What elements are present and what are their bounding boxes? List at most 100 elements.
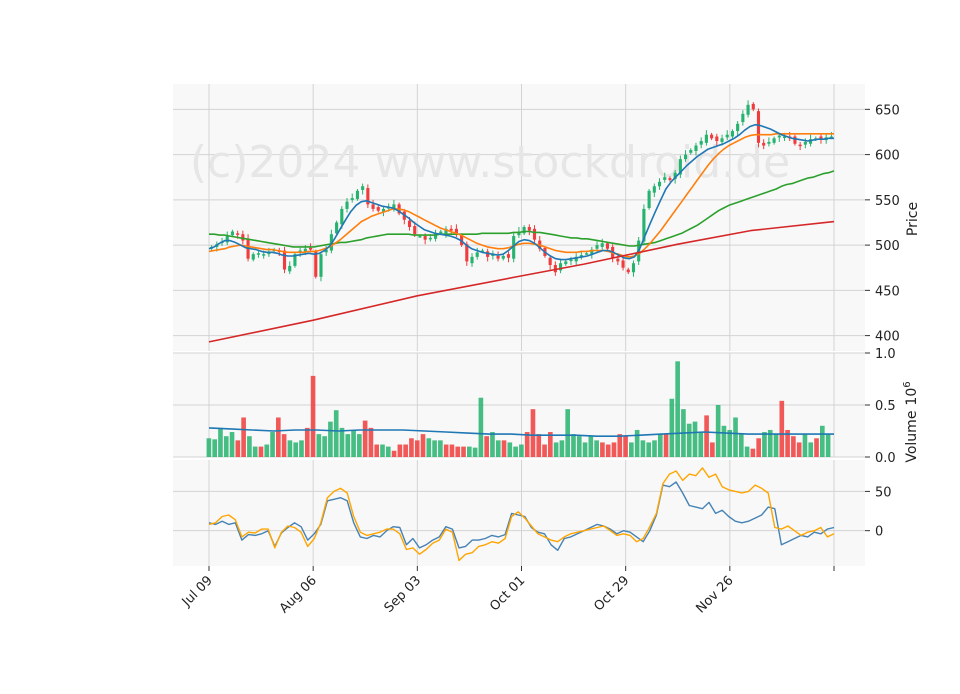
volume-bar	[767, 429, 773, 457]
candle-body	[730, 131, 734, 137]
volume-bar	[229, 432, 235, 457]
candle-body	[829, 136, 833, 138]
candle-body	[564, 261, 568, 265]
volume-bar	[814, 438, 819, 457]
candle-body	[439, 231, 443, 234]
volume-bar	[223, 436, 229, 457]
volume-bar	[611, 442, 617, 457]
x-tick-label: Jul 09	[179, 573, 216, 610]
volume-bar	[513, 446, 518, 457]
volume-bar	[791, 436, 796, 457]
volume-bar	[565, 409, 571, 457]
volume-bar	[426, 438, 432, 457]
candle-body	[772, 138, 776, 143]
volume-bar	[218, 427, 223, 457]
candle-body	[293, 254, 297, 266]
volume-bar	[380, 444, 385, 457]
volume-bar	[345, 434, 351, 457]
price-layer	[208, 100, 835, 343]
candle-body	[298, 250, 302, 253]
volume-bar	[686, 423, 692, 457]
volume-bar	[328, 421, 333, 457]
volume-tick-label: 0.0	[875, 451, 896, 466]
candle-body	[454, 228, 458, 235]
volume-bar	[600, 442, 605, 457]
volume-bar	[582, 442, 588, 457]
ma-short-line	[208, 123, 834, 261]
volume-bar	[403, 444, 408, 457]
price-panel	[173, 84, 865, 351]
volume-bar	[368, 427, 374, 457]
volume-bar	[779, 400, 785, 457]
candle-body	[819, 136, 823, 140]
volume-bar	[357, 434, 362, 457]
price-tick-label: 400	[875, 330, 900, 345]
candle-body	[506, 254, 511, 258]
volume-bar	[420, 434, 426, 457]
volume-bar	[721, 425, 727, 457]
volume-bar	[646, 442, 652, 457]
candle-body	[559, 263, 563, 271]
volume-bar	[588, 436, 594, 457]
candle-body	[647, 190, 651, 208]
volume-bar	[293, 442, 299, 457]
volume-bar	[490, 432, 495, 457]
volume-bar	[652, 440, 657, 457]
candle-body	[585, 253, 589, 255]
candle-body	[350, 198, 354, 200]
volume-bar	[351, 429, 356, 457]
volume-bar	[744, 446, 750, 457]
volume-bar	[698, 432, 704, 457]
candle-body	[746, 104, 750, 115]
price-tick-label: 550	[875, 194, 900, 209]
candle-body	[475, 252, 479, 257]
volume-bar	[484, 436, 489, 457]
candle-body	[694, 145, 698, 151]
volume-bar	[710, 442, 715, 457]
candle-body	[496, 255, 500, 259]
volume-bar	[738, 434, 744, 457]
candle-body	[512, 236, 516, 259]
candle-body	[652, 186, 656, 193]
volume-bar	[252, 446, 258, 457]
candle-body	[418, 236, 422, 238]
volume-bar	[258, 446, 264, 457]
volume-bar	[756, 438, 761, 457]
volume-axis-exponent: 6	[902, 381, 913, 387]
candle-body	[423, 236, 427, 240]
volume-bar	[553, 442, 559, 457]
x-tick-label: Oct 29	[591, 573, 632, 614]
volume-bar	[455, 446, 461, 457]
candle-body	[777, 135, 781, 138]
volume-bar	[571, 434, 576, 457]
volume-average-line	[208, 427, 834, 438]
candle-body	[256, 253, 261, 255]
candle-body	[241, 234, 245, 241]
candle-body	[621, 260, 625, 268]
candle-body	[361, 186, 365, 190]
volume-bar	[414, 440, 420, 457]
volume-axis-base: 10	[904, 388, 920, 406]
volume-bar	[629, 442, 634, 457]
candle-body	[595, 245, 599, 249]
volume-bar	[605, 444, 611, 457]
volume-bar	[374, 444, 380, 457]
volume-bar	[461, 446, 466, 457]
volume-bar	[438, 440, 443, 457]
candle-body	[756, 111, 761, 143]
volume-bar	[466, 446, 472, 457]
candle-body	[465, 244, 469, 262]
candle-body	[444, 228, 448, 234]
volume-bar	[733, 417, 738, 457]
volume-bar	[310, 375, 316, 457]
volume-bar	[715, 405, 721, 457]
candle-body	[579, 255, 583, 257]
candle-body	[407, 220, 412, 228]
volume-bar	[548, 432, 553, 457]
candle-body	[309, 247, 313, 250]
volume-bar	[299, 440, 304, 457]
candle-body	[345, 201, 349, 209]
candle-body	[725, 134, 729, 138]
volume-bar	[235, 440, 241, 457]
